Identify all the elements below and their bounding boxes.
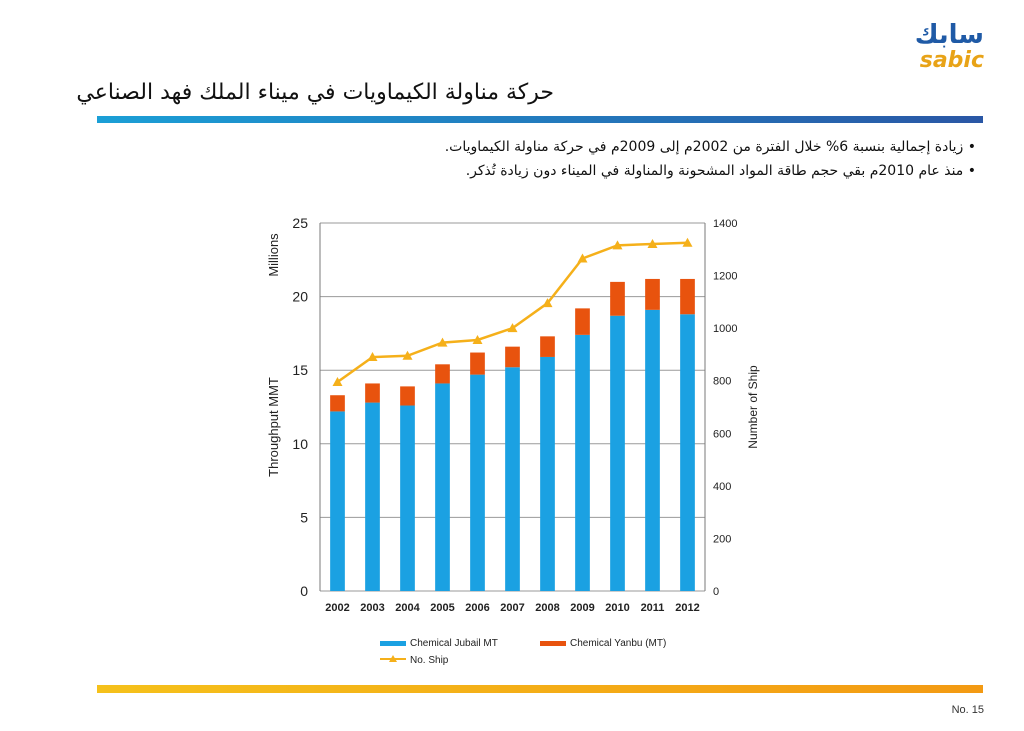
throughput-chart: 0 5 10 15 20 25 0 200 400 600 800 1000 1200 1400 2002 2… [260,205,780,675]
ship-point [507,323,518,333]
bar-yanbu [470,352,485,375]
bar-jubail [435,383,450,591]
bar-jubail [680,314,695,591]
y-tick-label: 15 [292,362,308,378]
bar-jubail [470,374,485,591]
ship-point [647,239,658,249]
bullet-item: • زيادة إجمالية بنسبة 6% خلال الفترة من … [444,139,976,155]
x-tick-label: 2009 [570,602,594,614]
x-tick-label: 2003 [360,602,384,614]
x-tick-label: 2006 [465,602,489,614]
x-tick-label: 2008 [535,602,559,614]
ship-point [612,240,623,250]
bar-yanbu [540,336,555,357]
ship-point [402,350,413,360]
y-tick-label: 0 [300,583,308,599]
legend-label-yanbu: Chemical Yanbu (MT) [570,638,666,649]
x-tick-label: 2012 [675,602,699,614]
y-tick-label: 10 [292,436,308,452]
y2-tick-label: 800 [713,376,731,388]
x-tick-label: 2005 [430,602,454,614]
bar-yanbu [575,308,590,335]
x-tick-label: 2011 [641,602,665,614]
x-tick-label: 2004 [395,602,420,614]
page-title: حركة مناولة الكيماويات في ميناء الملك فه… [76,80,554,105]
logo-arabic: سابك [914,20,984,50]
ship-point [542,298,553,308]
ship-point [437,337,448,347]
y2-tick-label: 1200 [713,271,737,283]
bar-yanbu [400,386,415,406]
x-tick-label: 2010 [605,602,629,614]
legend-swatch-yanbu [540,641,566,646]
sabic-logo: سابك sabic [888,20,984,73]
page-number: No. 15 [951,704,984,716]
ship-point [472,334,483,344]
bar-yanbu [505,346,520,368]
ship-point [332,377,343,387]
logo-latin: sabic [919,48,984,73]
legend-label-jubail: Chemical Jubail MT [410,638,498,649]
chart-svg: 0 5 10 15 20 25 0 200 400 600 800 1000 1200 1400 2002 2… [266,215,760,666]
y-axis-unit: Millions [266,233,281,277]
y-axis-title: Throughput MMT [266,377,281,477]
bar-yanbu [680,278,695,315]
y2-tick-label: 200 [713,533,731,545]
bar-jubail [645,309,660,591]
title-divider [97,116,983,123]
footer-divider [97,685,983,693]
y2-tick-label: 600 [713,428,731,440]
y2-tick-label: 400 [713,481,731,493]
bar-jubail [575,334,590,591]
bar-yanbu [330,395,345,412]
y-tick-label: 20 [292,289,308,305]
legend-swatch-jubail [380,641,406,646]
y-tick-label: 25 [292,215,308,231]
y-tick-label: 5 [300,509,308,525]
x-tick-label: 2002 [325,602,349,614]
y2-tick-label: 0 [713,586,719,598]
legend-marker-ship [389,655,397,662]
bar-jubail [505,367,520,591]
x-tick-label: 2007 [500,602,524,614]
ship-point [577,253,588,263]
bar-yanbu [645,278,660,310]
ship-point [682,237,693,247]
bar-jubail [365,402,380,591]
y2-axis-title: Number of Ship [746,365,760,449]
ship-point [367,352,378,362]
bar-jubail [400,405,415,591]
bar-jubail [540,356,555,591]
bar-yanbu [610,281,625,316]
legend-label-ship: No. Ship [410,655,449,666]
bullet-list: • زيادة إجمالية بنسبة 6% خلال الفترة من … [445,135,976,183]
bar-jubail [610,315,625,591]
bar-jubail [330,411,345,591]
bullet-item: • منذ عام 2010م بقي حجم طاقة المواد المش… [465,163,976,179]
y2-tick-label: 1000 [713,323,737,335]
y2-tick-label: 1400 [713,218,737,230]
bar-yanbu [365,383,380,403]
bar-yanbu [435,364,450,384]
